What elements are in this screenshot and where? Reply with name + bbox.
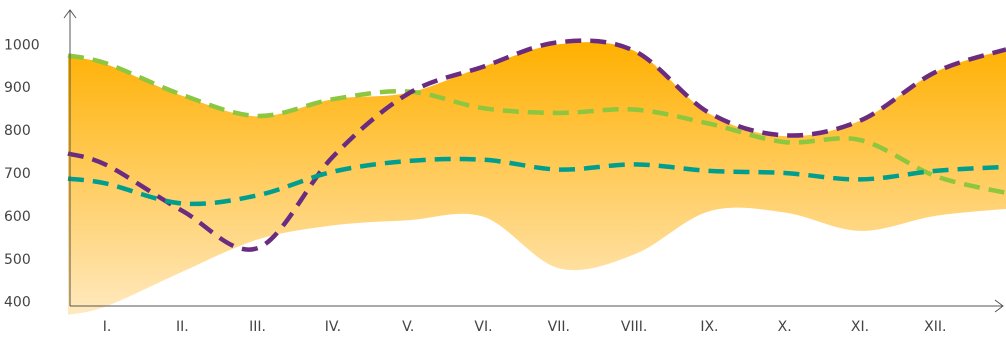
series-line-3 — [67, 156, 1006, 207]
x-tick-label: VIII. — [621, 319, 647, 335]
x-tick-label: IV. — [325, 319, 341, 335]
x-tick-label: III. — [249, 319, 266, 335]
x-tick-label: VII. — [548, 319, 570, 335]
x-tick-label: I. — [103, 319, 112, 335]
x-axis-arrow — [994, 299, 1004, 313]
x-tick-label: II. — [176, 319, 189, 335]
x-tick-label: IX. — [700, 319, 718, 335]
x-tick-label: X. — [778, 319, 792, 335]
y-tick-label: 500 — [4, 252, 31, 268]
y-tick-label: 800 — [4, 123, 31, 139]
series-line-2 — [67, 38, 1006, 252]
y-tick-label: 600 — [4, 209, 31, 225]
series-line-1 — [67, 53, 1006, 196]
area-band — [68, 42, 1006, 315]
y-tick-label: 1000 — [4, 37, 40, 53]
y-tick-label: 900 — [4, 80, 31, 96]
x-tick-label: XI. — [851, 319, 869, 335]
x-tick-label: V. — [402, 319, 414, 335]
y-tick-label: 700 — [4, 166, 31, 182]
y-tick-label: 400 — [4, 295, 31, 311]
y-axis-arrow — [63, 9, 77, 19]
x-tick-label: XII. — [924, 319, 946, 335]
x-tick-label: VI. — [474, 319, 492, 335]
